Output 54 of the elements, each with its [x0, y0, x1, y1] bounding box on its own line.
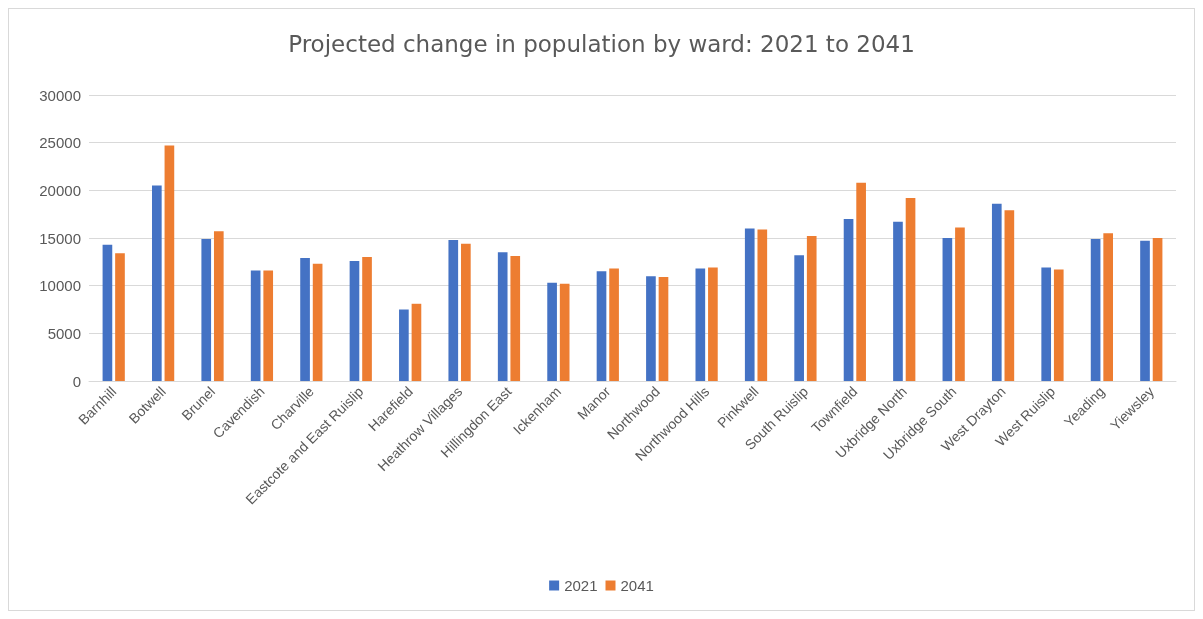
bar: [1004, 210, 1015, 381]
bar: [497, 252, 508, 381]
bar: [164, 145, 175, 381]
y-tick-label: 20000: [39, 181, 81, 199]
bar: [757, 229, 768, 381]
bar: [461, 243, 471, 381]
bar: [955, 227, 965, 381]
chart-title: Projected change in population by ward: 2021 to 2041: [288, 30, 915, 57]
bar: [1103, 233, 1113, 381]
bar: [263, 270, 274, 381]
bar: [300, 258, 310, 381]
bar: [213, 231, 224, 381]
y-tick-label: 0: [72, 372, 81, 390]
bar: [1041, 267, 1052, 381]
y-tick-label: 30000: [39, 86, 81, 104]
bar: [1053, 269, 1064, 381]
bar: [399, 309, 409, 381]
bar: [744, 228, 755, 381]
bar: [115, 253, 125, 381]
bar: [201, 238, 212, 381]
bar: [609, 268, 619, 381]
bar: [806, 236, 817, 381]
bar: [448, 239, 459, 381]
bar: [695, 268, 706, 381]
bar: [942, 238, 953, 381]
bar: [559, 283, 570, 381]
bar: [312, 263, 323, 381]
legend-label: 2041: [620, 577, 654, 594]
bar: [250, 270, 261, 381]
bar: [411, 303, 422, 381]
bar: [1140, 240, 1150, 381]
y-tick-label: 25000: [39, 134, 81, 152]
bar: [362, 257, 372, 381]
bar: [646, 276, 656, 381]
y-tick-label: 10000: [39, 277, 81, 295]
bar: [152, 185, 162, 381]
bar: [856, 182, 866, 381]
bar: [349, 260, 360, 381]
bar: [1152, 238, 1163, 381]
bar: [596, 271, 607, 381]
legend-label: 2021: [564, 577, 598, 594]
bar: [510, 256, 521, 381]
bar: [1090, 238, 1101, 381]
bar: [658, 277, 669, 381]
bar: [905, 197, 916, 381]
bar: [708, 267, 718, 381]
bar: [893, 221, 903, 381]
y-tick-label: 15000: [39, 229, 81, 247]
y-tick-label: 5000: [47, 324, 81, 342]
bar: [843, 218, 854, 381]
bar: [991, 203, 1002, 381]
bar: [794, 255, 804, 381]
bar: [547, 282, 557, 381]
bar: [102, 244, 113, 381]
